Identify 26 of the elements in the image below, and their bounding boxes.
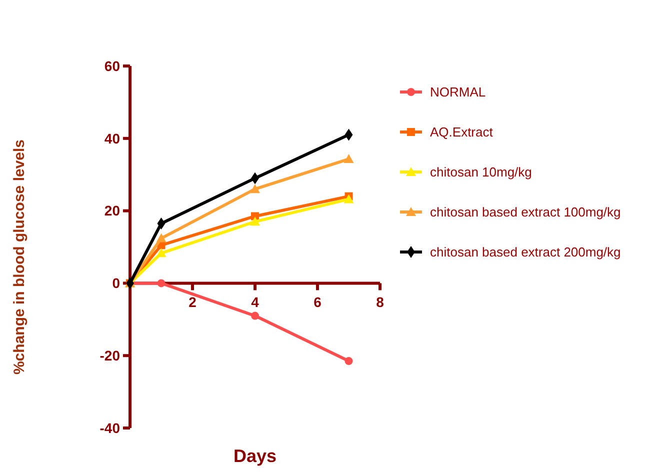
point xyxy=(250,184,260,194)
point xyxy=(344,154,354,164)
point xyxy=(156,248,166,258)
x-tick-label: 8 xyxy=(376,294,384,310)
point xyxy=(251,312,259,320)
y-axis-title: %change in blood glucose levels xyxy=(11,139,28,375)
y-tick-label: 40 xyxy=(104,130,120,146)
y-tick-label: -40 xyxy=(100,420,120,436)
point xyxy=(250,216,260,226)
point xyxy=(156,233,166,242)
x-axis-title: Days xyxy=(233,446,277,466)
point xyxy=(344,194,354,204)
legend-label: chitosan based extract 200mg/kg xyxy=(430,244,621,260)
point xyxy=(157,279,166,288)
y-tick-label: 60 xyxy=(104,58,120,74)
point xyxy=(344,357,353,366)
legend-label: chitosan 10mg/kg xyxy=(430,164,532,180)
legend-label: chitosan based extract 100mg/kg xyxy=(430,204,621,220)
x-tick-label: 6 xyxy=(314,294,322,310)
legend-label: AQ.Extract xyxy=(430,124,494,140)
y-tick-label: 0 xyxy=(112,275,120,292)
x-tick-label: 2 xyxy=(188,294,197,310)
y-tick-label: -20 xyxy=(100,348,120,364)
x-tick-label: 4 xyxy=(251,294,260,310)
y-tick-label: 20 xyxy=(104,202,120,219)
legend-label: NORMAL xyxy=(430,84,486,100)
